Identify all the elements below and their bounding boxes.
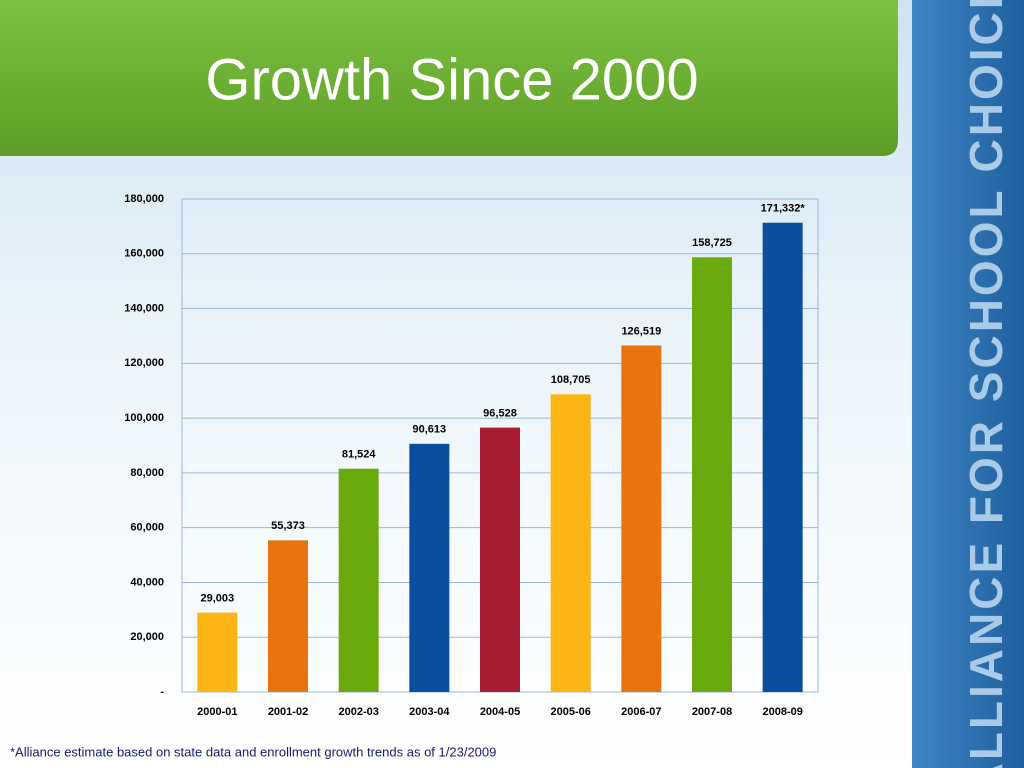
value-label: 158,725 [692, 237, 732, 249]
y-tick-label: 180,000 [124, 193, 164, 205]
x-tick-label: 2007-08 [692, 706, 732, 718]
value-label: 90,613 [413, 424, 447, 436]
y-tick-label: 100,000 [124, 412, 164, 424]
bar [338, 468, 379, 692]
branding: ALLIANCE FOR SCHOOL CHOICE [960, 0, 1012, 768]
y-tick-label: 20,000 [130, 631, 164, 643]
x-tick-label: 2001-02 [268, 706, 308, 718]
bar [409, 443, 450, 692]
value-label: 29,003 [201, 592, 235, 604]
y-tick-label: 160,000 [124, 248, 164, 260]
bar [762, 222, 803, 692]
header-band [0, 0, 898, 156]
value-label: 108,705 [551, 374, 591, 386]
x-tick-label: 2004-05 [480, 706, 520, 718]
x-tick-label: 2003-04 [409, 706, 450, 718]
y-tick-label: 40,000 [130, 576, 164, 588]
bar [197, 612, 238, 692]
bar [692, 257, 732, 692]
bar [621, 345, 662, 692]
bar [480, 427, 520, 692]
value-label: 96,528 [483, 408, 517, 420]
value-label: 55,373 [271, 520, 305, 532]
value-label: 126,519 [621, 325, 661, 337]
slide-title: Growth Since 2000 [205, 47, 698, 112]
y-tick-label: - [160, 686, 164, 698]
y-tick-label: 140,000 [124, 302, 164, 314]
x-tick-label: 2006-07 [621, 706, 661, 718]
y-tick-label: 60,000 [130, 522, 164, 534]
value-label: 81,524 [342, 449, 377, 461]
side-band [912, 0, 1024, 768]
y-tick-label: 80,000 [130, 467, 164, 479]
x-tick-label: 2005-06 [550, 706, 590, 718]
x-tick-label: 2000-01 [197, 706, 237, 718]
y-tick-label: 120,000 [124, 357, 164, 369]
value-label: 171,332* [761, 203, 806, 215]
x-tick-label: 2002-03 [338, 706, 378, 718]
x-tick-label: 2008-09 [762, 706, 802, 718]
bar [550, 394, 591, 692]
plot: - 20,000 40,000 60,000 80,000 100,000 120,000 1… [124, 193, 818, 718]
bar [268, 540, 308, 692]
footnote: *Alliance estimate based on state data a… [10, 744, 496, 759]
